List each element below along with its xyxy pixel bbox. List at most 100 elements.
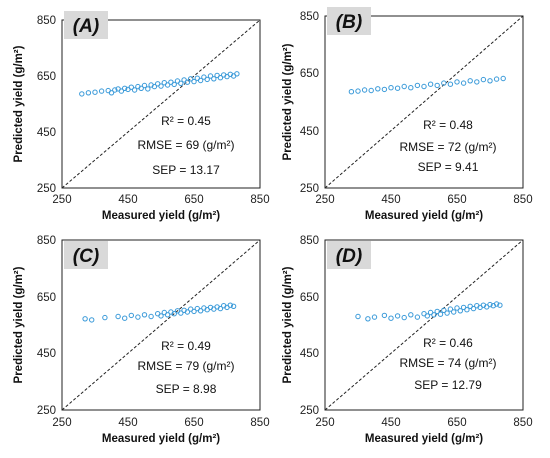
- y-tick-label: 250: [300, 183, 319, 195]
- data-point: [497, 302, 503, 308]
- panel-label-box: [327, 7, 371, 35]
- x-axis-title: Measured yield (g/m²): [365, 433, 483, 445]
- data-point: [217, 75, 224, 81]
- data-point: [131, 87, 138, 93]
- scatter-points: [79, 71, 240, 97]
- data-point: [141, 82, 148, 89]
- data-point: [92, 89, 98, 95]
- data-point: [424, 313, 430, 319]
- data-point: [138, 85, 144, 92]
- x-tick-label: 650: [447, 417, 466, 429]
- y-axis-title: Predicted yield (g/m²): [282, 266, 294, 383]
- data-point: [381, 312, 388, 319]
- x-tick-label: 250: [52, 194, 71, 206]
- x-tick-label: 650: [447, 194, 466, 206]
- panel-label: (C): [73, 246, 99, 267]
- y-axis-title: Predicted yield (g/m²): [13, 266, 25, 383]
- data-point: [460, 80, 467, 86]
- data-point: [128, 312, 135, 319]
- data-point: [464, 307, 470, 313]
- x-tick-label: 650: [184, 194, 203, 206]
- y-tick-label: 450: [300, 348, 319, 360]
- y-tick-label: 650: [37, 71, 56, 83]
- r2-stat: R² = 0.46: [423, 336, 473, 350]
- data-point: [230, 303, 237, 309]
- data-point: [368, 87, 374, 94]
- panel-a: (A) R² = 0.45 RMSE = 69 (g/m²) SEP = 13.…: [13, 11, 270, 222]
- x-axis-title: Measured yield (g/m²): [102, 210, 220, 222]
- data-point: [197, 77, 204, 84]
- data-point: [447, 81, 454, 87]
- y-tick-label: 850: [37, 15, 56, 27]
- data-point: [145, 86, 151, 92]
- scatter-points: [355, 301, 503, 322]
- data-point: [227, 302, 234, 308]
- data-point: [141, 312, 148, 318]
- data-point: [348, 89, 355, 95]
- data-point: [102, 314, 108, 321]
- y-tick-label: 250: [37, 183, 56, 195]
- panel-label-box: [327, 241, 371, 269]
- panel-label-box: [64, 241, 108, 269]
- data-point: [98, 88, 105, 94]
- data-point: [431, 312, 437, 318]
- panel-c: (C) R² = 0.49 RMSE = 79 (g/m²) SEP = 8.9…: [13, 235, 270, 445]
- data-point: [207, 73, 214, 79]
- r2-stat: R² = 0.45: [161, 114, 211, 128]
- data-point: [467, 78, 473, 84]
- data-point: [408, 312, 414, 318]
- sep-stat: SEP = 12.79: [414, 378, 482, 392]
- r2-stat: R² = 0.48: [423, 118, 473, 132]
- data-point: [414, 314, 421, 320]
- data-point: [441, 307, 447, 313]
- data-point: [191, 308, 197, 315]
- y-tick-label: 450: [37, 127, 56, 139]
- data-point: [451, 309, 457, 315]
- rmse-stat: RMSE = 74 (g/m²): [399, 356, 496, 370]
- y-tick-label: 650: [300, 68, 319, 80]
- data-point: [371, 314, 378, 320]
- y-tick-label: 250: [300, 405, 319, 417]
- x-tick-label: 250: [52, 417, 71, 429]
- data-point: [408, 85, 414, 91]
- data-point: [474, 79, 480, 85]
- data-point: [361, 87, 368, 93]
- x-tick-label: 450: [381, 417, 400, 429]
- data-point: [234, 71, 240, 77]
- data-point: [381, 86, 388, 93]
- data-point: [82, 316, 88, 322]
- panel-label: (D): [336, 246, 362, 267]
- data-point: [444, 310, 450, 316]
- x-axis-title: Measured yield (g/m²): [365, 210, 483, 222]
- rmse-stat: RMSE = 72 (g/m²): [399, 140, 496, 154]
- data-point: [171, 81, 177, 88]
- data-point: [355, 88, 361, 94]
- data-point: [164, 312, 171, 318]
- rmse-stat: RMSE = 69 (g/m²): [137, 138, 234, 152]
- x-axis-title: Measured yield (g/m²): [102, 433, 220, 445]
- data-point: [375, 86, 381, 92]
- sep-stat: SEP = 13.17: [152, 163, 220, 177]
- y-tick-label: 450: [37, 348, 56, 360]
- data-point: [454, 305, 460, 311]
- data-point: [158, 83, 164, 89]
- data-point: [480, 76, 487, 83]
- data-point: [394, 313, 401, 319]
- data-point: [197, 308, 204, 314]
- data-point: [414, 82, 421, 89]
- data-point: [394, 85, 401, 91]
- y-tick-label: 250: [37, 405, 56, 417]
- data-point: [128, 84, 135, 90]
- data-point: [151, 83, 158, 90]
- data-point: [487, 301, 493, 308]
- data-point: [355, 313, 361, 320]
- one-to-one-line: [324, 239, 524, 411]
- data-point: [470, 305, 477, 312]
- x-tick-label: 850: [250, 417, 269, 429]
- r2-stat: R² = 0.49: [161, 339, 211, 353]
- data-point: [184, 79, 191, 85]
- data-point: [388, 85, 394, 91]
- x-tick-label: 250: [315, 194, 334, 206]
- data-point: [164, 82, 171, 88]
